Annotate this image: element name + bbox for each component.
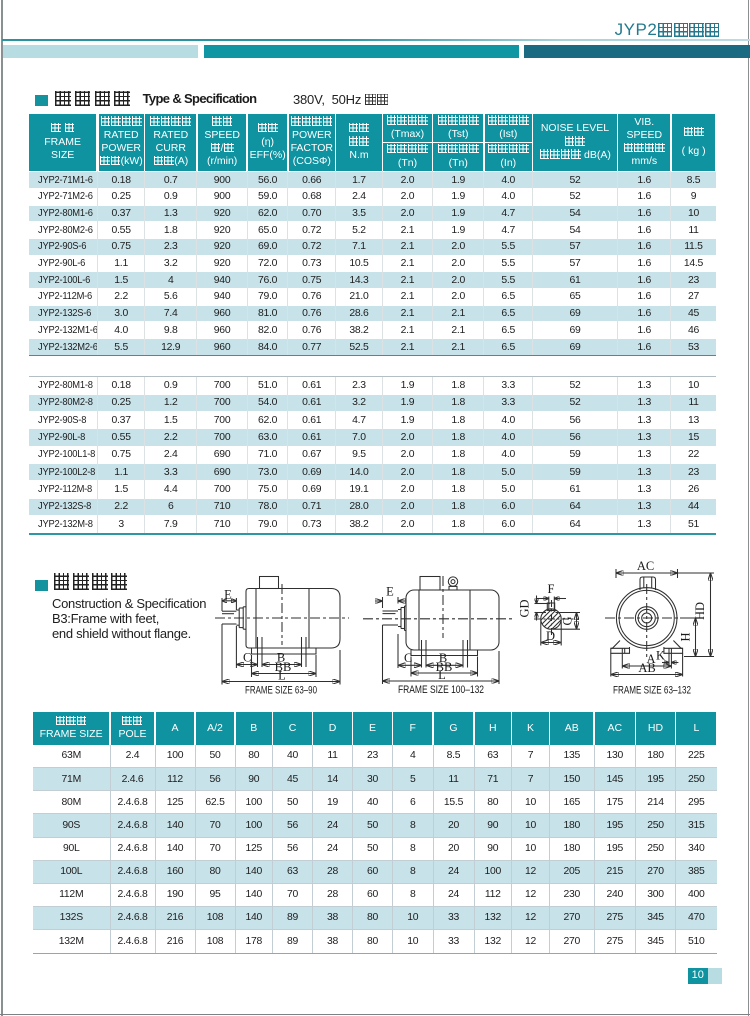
svg-text:AC: AC (637, 559, 654, 573)
svg-text:B: B (439, 651, 447, 665)
svg-text:HD: HD (693, 602, 707, 620)
svg-text:FRAME SIZE 100–132: FRAME SIZE 100–132 (398, 684, 484, 696)
svg-text:L: L (438, 668, 446, 682)
svg-text:F: F (548, 582, 555, 596)
svg-text:AB: AB (638, 661, 655, 675)
svg-text:C: C (404, 651, 412, 665)
svg-text:A: A (647, 652, 656, 666)
svg-text:BB: BB (275, 660, 292, 674)
svg-text:BB: BB (436, 660, 453, 674)
svg-text:FRAME SIZE 63–90: FRAME SIZE 63–90 (245, 684, 317, 696)
svg-text:FRAME SIZE 63–132: FRAME SIZE 63–132 (613, 685, 691, 697)
svg-text:K: K (656, 649, 665, 663)
svg-text:G: G (561, 616, 575, 625)
svg-text:H: H (679, 632, 693, 641)
svg-text:E: E (224, 588, 232, 602)
svg-text:GD: GD (518, 599, 532, 617)
svg-text:C: C (243, 651, 251, 665)
svg-text:B: B (277, 651, 285, 665)
svg-text:E: E (386, 585, 394, 599)
svg-text:D: D (546, 629, 555, 643)
svg-text:L: L (278, 669, 286, 683)
